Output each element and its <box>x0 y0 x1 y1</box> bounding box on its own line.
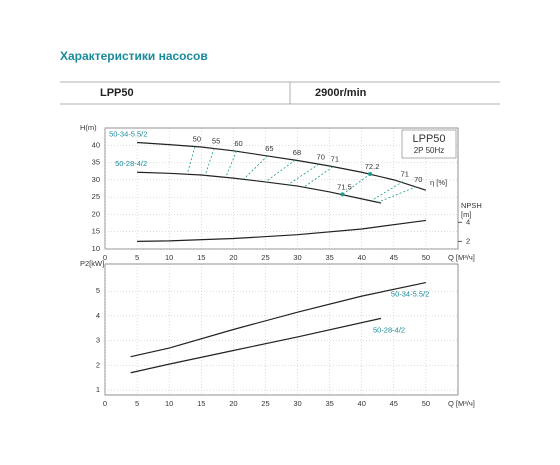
efficiency-label: 60 <box>234 139 242 148</box>
efficiency-label: 71 <box>331 155 339 164</box>
efficiency-label: 65 <box>265 144 273 153</box>
efficiency-label: 70 <box>317 152 325 161</box>
x-tick-label: 35 <box>325 399 333 408</box>
x-tick-label: 40 <box>358 399 366 408</box>
y-tick-label: 25 <box>92 192 100 201</box>
curve <box>137 141 427 191</box>
box-title: LPP50 <box>412 133 445 145</box>
efficiency-line <box>303 166 334 188</box>
y-tick-label: 5 <box>96 286 100 295</box>
x-tick-label: 15 <box>197 253 205 262</box>
efficiency-point <box>368 171 373 176</box>
eta-label: η [%] <box>430 178 447 187</box>
efficiency-label: 70 <box>414 175 422 184</box>
x-tick-label: 45 <box>390 399 398 408</box>
efficiency-line <box>342 173 371 195</box>
box-subtitle: 2P 50Hz <box>414 146 445 155</box>
x-axis-label: Q [M³/ч] <box>448 253 475 262</box>
efficiency-label: 71.5 <box>337 182 352 191</box>
x-tick-label: 25 <box>261 253 269 262</box>
efficiency-line <box>265 159 296 183</box>
y-tick-label: 2 <box>96 360 100 369</box>
curve <box>137 219 426 242</box>
model: LPP50 <box>100 87 134 99</box>
efficiency-label: 72.2 <box>365 162 380 171</box>
y2-axis-label: NPSH <box>461 201 482 210</box>
series-label: 50-28-4/2 <box>373 325 405 334</box>
efficiency-label: 68 <box>293 148 301 157</box>
y-tick-label: 40 <box>92 140 100 149</box>
efficiency-line <box>371 181 404 201</box>
x-tick-label: 0 <box>103 253 107 262</box>
y-tick-label: 4 <box>96 311 100 320</box>
y-axis-label: H(m) <box>80 123 97 132</box>
x-tick-label: 10 <box>165 399 173 408</box>
series-label: 50-34-5.5/2 <box>391 290 429 299</box>
x-tick-label: 10 <box>165 253 173 262</box>
x-tick-label: 0 <box>103 399 107 408</box>
efficiency-label: 55 <box>212 136 220 145</box>
y-tick-label: 10 <box>92 244 100 253</box>
x-tick-label: 50 <box>422 253 430 262</box>
x-tick-label: 35 <box>325 253 333 262</box>
efficiency-point <box>340 192 345 197</box>
legend-box <box>401 129 457 159</box>
efficiency-line <box>225 151 237 178</box>
x-tick-label: 50 <box>422 399 430 408</box>
heading: Характеристики насосов <box>60 49 208 63</box>
efficiency-label: 71 <box>401 170 409 179</box>
x-tick-label: 5 <box>135 253 139 262</box>
plot-frame <box>104 263 459 396</box>
efficiency-label: 50 <box>193 135 201 144</box>
curve <box>130 317 382 374</box>
y-tick-label: 3 <box>96 336 100 345</box>
y-tick-label: 15 <box>92 227 100 236</box>
efficiency-line <box>186 146 196 175</box>
speed: 2900r/min <box>315 87 367 99</box>
x-tick-label: 15 <box>197 399 205 408</box>
x-tick-label: 25 <box>261 399 269 408</box>
series-label: 50-28-4/2 <box>115 159 147 168</box>
x-tick-label: 30 <box>293 253 301 262</box>
x-tick-label: 20 <box>229 399 237 408</box>
efficiency-line <box>243 155 268 180</box>
y-tick-label: 20 <box>92 209 100 218</box>
y-axis-label: P2[kW] <box>80 259 104 268</box>
y2-tick-label: 2 <box>466 236 470 245</box>
efficiency-line <box>204 148 215 176</box>
y-tick-label: 30 <box>92 175 100 184</box>
x-tick-label: 45 <box>390 253 398 262</box>
efficiency-line <box>377 186 417 203</box>
y2-axis-label: [m] <box>461 210 471 219</box>
efficiency-line <box>287 163 319 186</box>
x-tick-label: 20 <box>229 253 237 262</box>
series-label: 50-34-5.5/2 <box>109 130 147 139</box>
x-axis-label: Q [M³/ч] <box>448 399 475 408</box>
x-tick-label: 5 <box>135 399 139 408</box>
y2-tick-label: 4 <box>466 217 470 226</box>
y-tick-label: 1 <box>96 385 100 394</box>
x-tick-label: 30 <box>293 399 301 408</box>
curve <box>130 281 427 358</box>
y-tick-label: 35 <box>92 158 100 167</box>
x-tick-label: 40 <box>358 253 366 262</box>
